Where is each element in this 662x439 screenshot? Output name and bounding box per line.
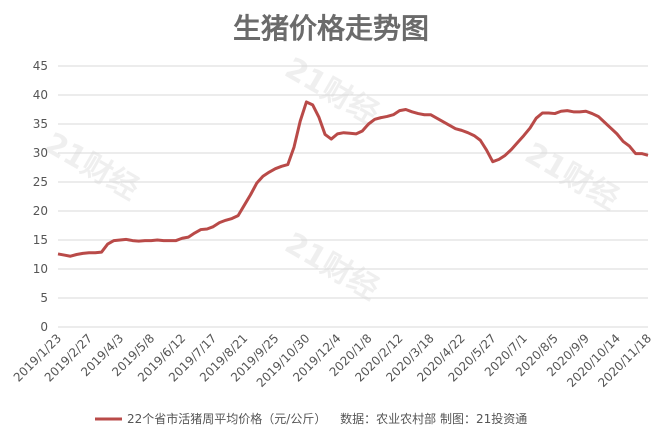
y-tick-label: 40 xyxy=(33,88,48,102)
y-tick-label: 25 xyxy=(33,175,48,189)
y-tick-label: 35 xyxy=(33,117,48,131)
watermark: 21财经 xyxy=(279,226,385,307)
y-tick-label: 10 xyxy=(33,262,48,276)
chart-title: 生猪价格走势图 xyxy=(233,12,429,45)
source-note: 数据：农业农村部 制图：21投资通 xyxy=(340,411,527,426)
y-tick-label: 30 xyxy=(33,146,48,160)
legend-label: 22个省市活猪周平均价格（元/公斤） xyxy=(127,411,326,426)
y-tick-label: 20 xyxy=(33,204,48,218)
y-tick-label: 0 xyxy=(40,320,48,334)
watermark: 21财经 xyxy=(519,136,625,217)
legend: 22个省市活猪周平均价格（元/公斤） 数据：农业农村部 制图：21投资通 xyxy=(127,411,527,426)
y-tick-label: 45 xyxy=(33,59,48,73)
watermark: 21财经 xyxy=(279,51,385,132)
y-tick-label: 5 xyxy=(40,291,48,305)
y-tick-label: 15 xyxy=(33,233,48,247)
line-series xyxy=(57,100,649,258)
watermark: 21财经 xyxy=(39,126,145,207)
